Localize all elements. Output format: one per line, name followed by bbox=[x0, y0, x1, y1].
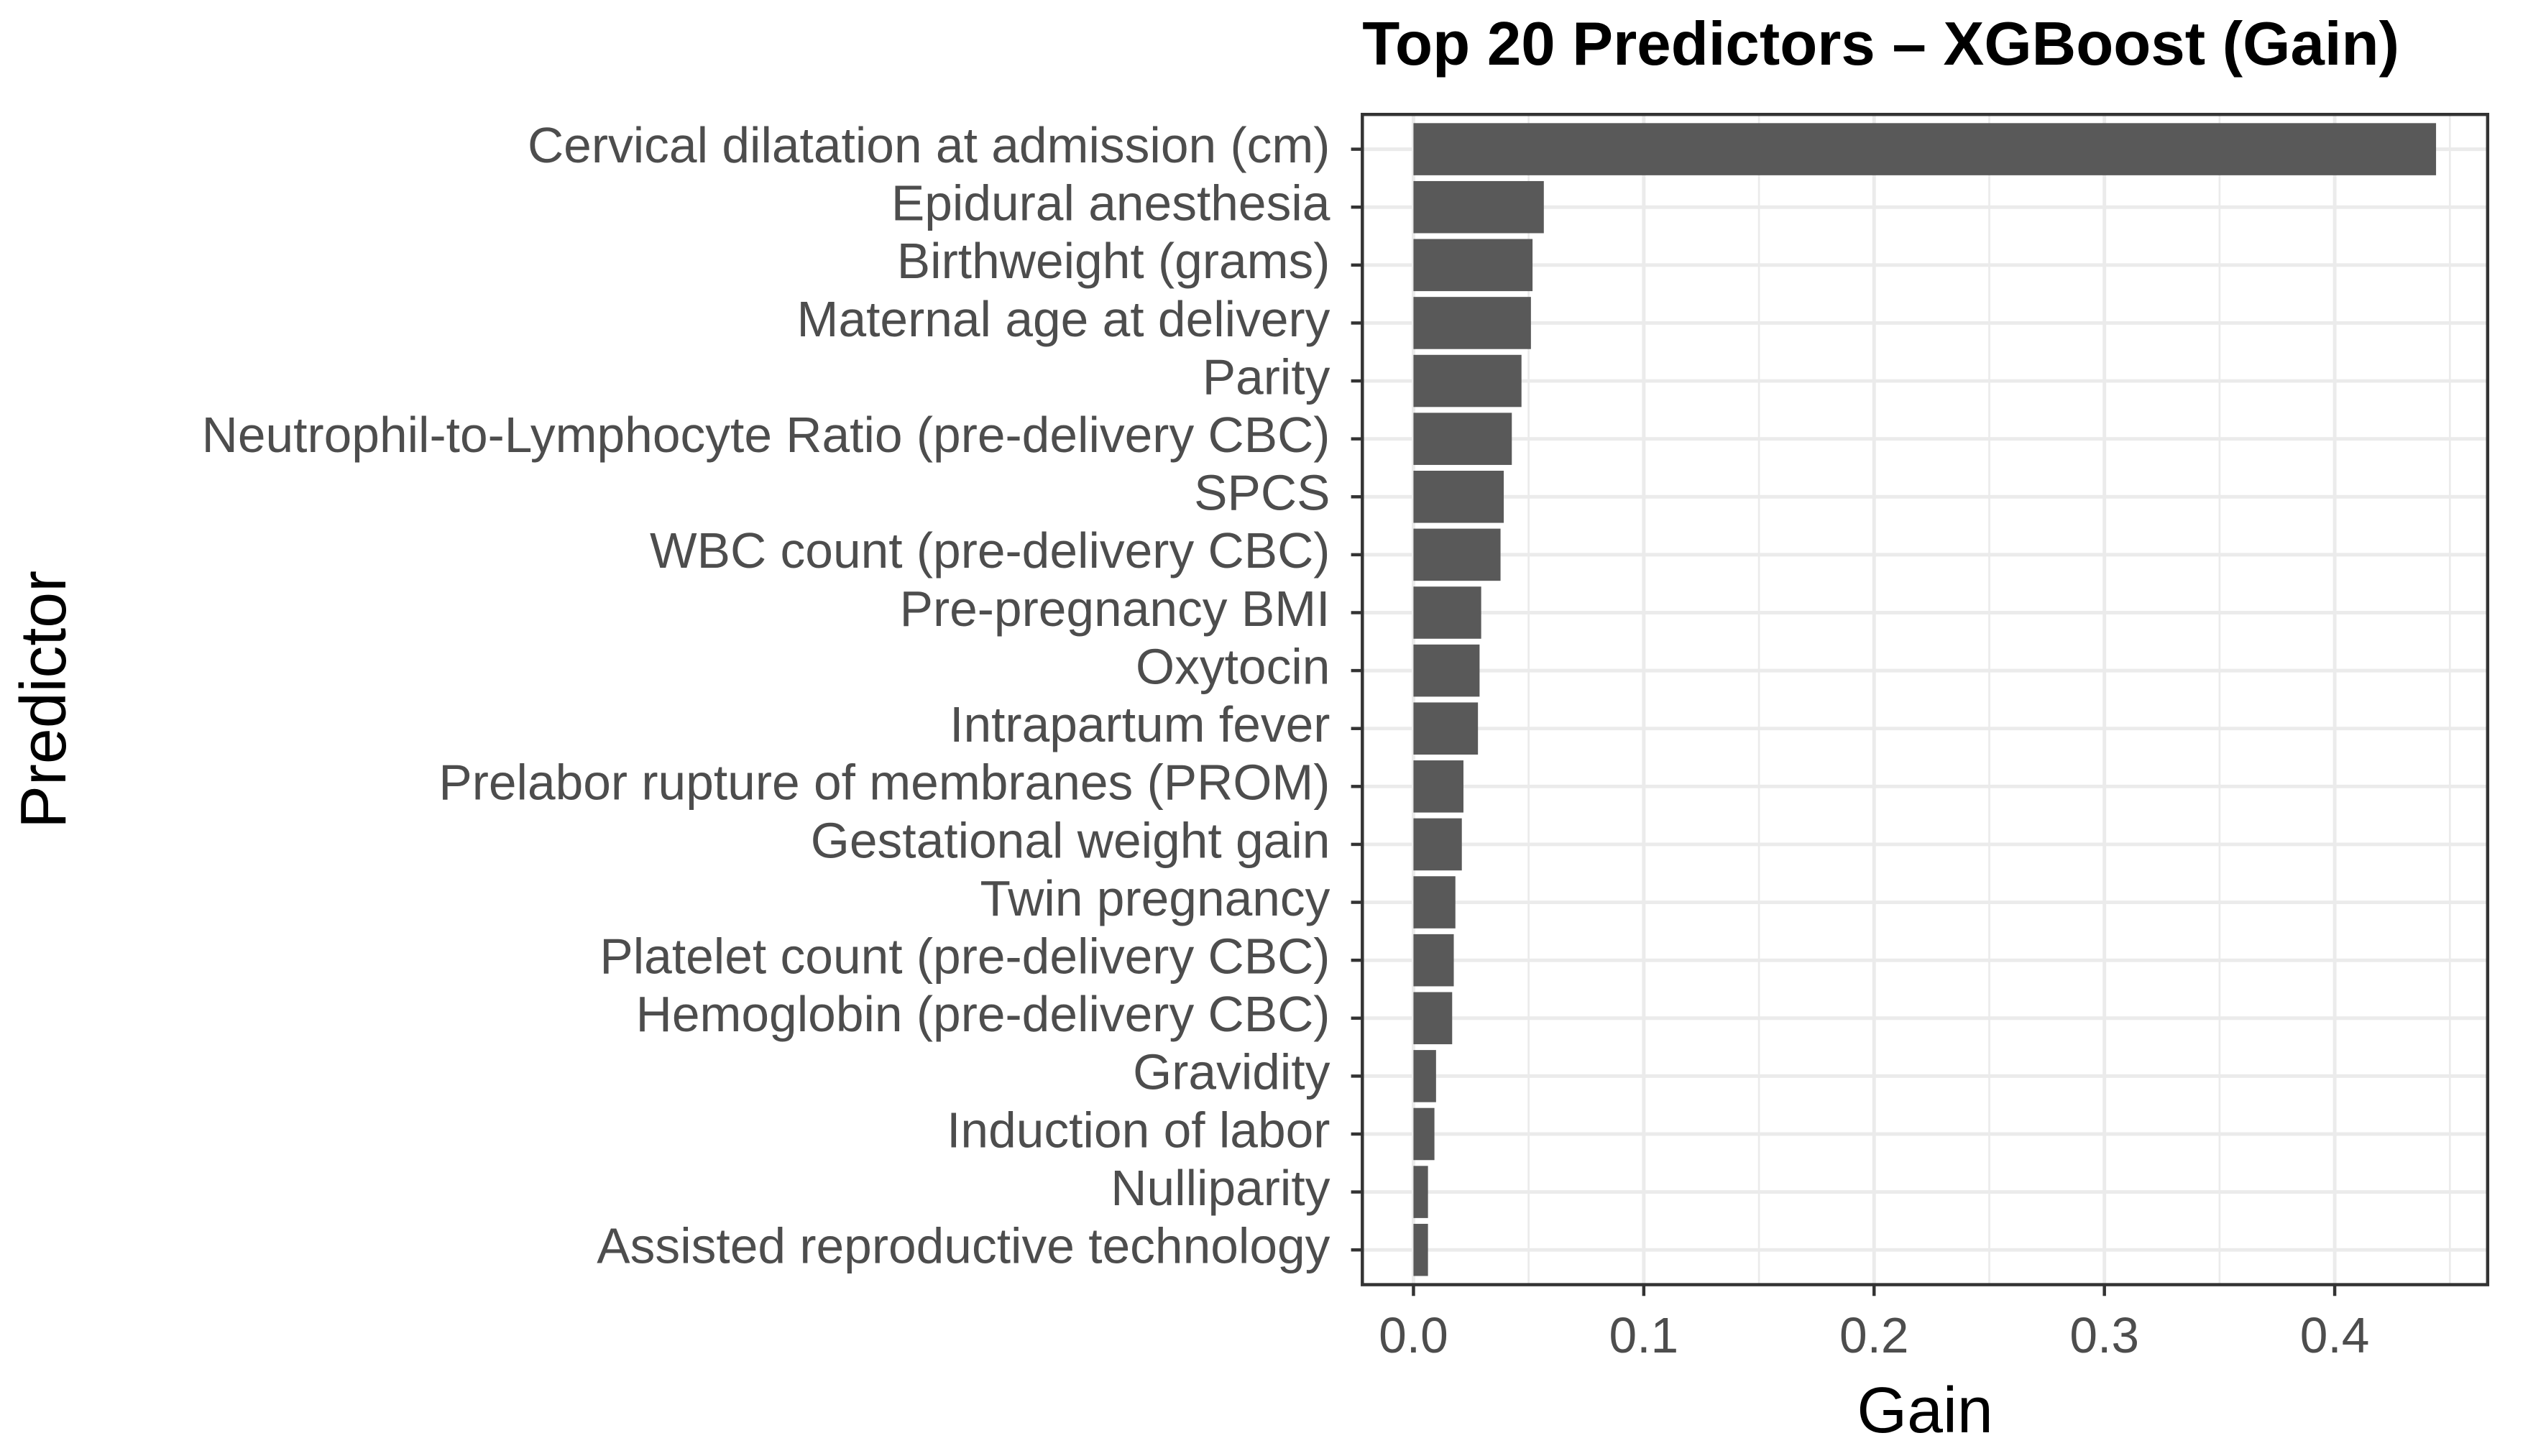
y-tick-label: Maternal age at delivery bbox=[797, 291, 1330, 347]
bar bbox=[1413, 239, 1533, 292]
bar bbox=[1413, 876, 1456, 929]
y-tick-label: Pre-pregnancy BMI bbox=[900, 581, 1330, 637]
y-tick-label: Prelabor rupture of membranes (PROM) bbox=[438, 755, 1330, 811]
y-axis-title: Predictor bbox=[8, 571, 80, 829]
x-tick-label: 0.4 bbox=[2300, 1307, 2370, 1363]
y-tick-label: Twin pregnancy bbox=[980, 870, 1330, 926]
x-tick-label: 0.0 bbox=[1379, 1307, 1448, 1363]
bar bbox=[1413, 471, 1504, 523]
y-tick-label: WBC count (pre-delivery CBC) bbox=[650, 522, 1330, 579]
bar bbox=[1413, 297, 1531, 349]
chart-title: Top 20 Predictors – XGBoost (Gain) bbox=[1362, 10, 2399, 78]
y-tick-label: Birthweight (grams) bbox=[897, 233, 1330, 289]
y-tick-label: Platelet count (pre-delivery CBC) bbox=[599, 929, 1330, 985]
bar bbox=[1413, 586, 1481, 639]
bar bbox=[1413, 1223, 1428, 1276]
bar bbox=[1413, 1166, 1428, 1218]
bar bbox=[1413, 1107, 1435, 1161]
bar bbox=[1413, 528, 1501, 581]
bar bbox=[1413, 644, 1480, 697]
bar bbox=[1413, 818, 1462, 871]
y-tick-label: Intrapartum fever bbox=[950, 696, 1330, 752]
y-tick-label: Induction of labor bbox=[947, 1102, 1330, 1158]
y-tick-label: Gestational weight gain bbox=[811, 812, 1330, 868]
bar bbox=[1413, 1050, 1436, 1102]
y-tick-label: Gravidity bbox=[1133, 1044, 1330, 1100]
y-tick-label: Epidural anesthesia bbox=[891, 175, 1330, 231]
y-tick-label: Cervical dilatation at admission (cm) bbox=[528, 117, 1330, 173]
x-tick-label: 0.1 bbox=[1609, 1307, 1679, 1363]
y-tick-label: Neutrophil-to-Lymphocyte Ratio (pre-deli… bbox=[202, 407, 1330, 463]
y-tick-label: Nulliparity bbox=[1111, 1160, 1330, 1216]
y-tick-label: Oxytocin bbox=[1136, 638, 1330, 694]
y-tick-label: SPCS bbox=[1194, 465, 1330, 521]
y-tick-label: Hemoglobin (pre-delivery CBC) bbox=[636, 986, 1330, 1042]
x-tick-label: 0.3 bbox=[2069, 1307, 2139, 1363]
bar bbox=[1413, 702, 1479, 755]
bar bbox=[1413, 123, 2437, 175]
x-tick-label: 0.2 bbox=[1839, 1307, 1909, 1363]
bar bbox=[1413, 413, 1512, 465]
bar bbox=[1413, 354, 1522, 407]
bar bbox=[1413, 934, 1454, 987]
y-tick-label: Parity bbox=[1203, 349, 1330, 405]
x-axis-title: Gain bbox=[1857, 1375, 1992, 1447]
bar bbox=[1413, 180, 1544, 234]
bar bbox=[1413, 992, 1453, 1045]
bar bbox=[1413, 760, 1463, 813]
y-tick-label: Assisted reproductive technology bbox=[597, 1218, 1330, 1274]
panel-border bbox=[1361, 113, 2490, 1286]
